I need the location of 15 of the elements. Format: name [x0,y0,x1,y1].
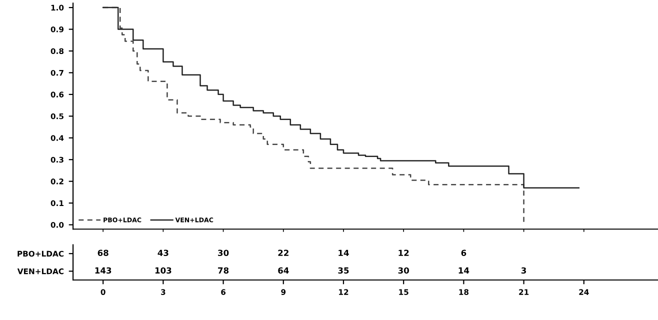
data-label: 14 [458,267,470,274]
data-label: 68 [98,250,108,256]
data-label: 30 [218,250,229,256]
data-label: 64 [278,267,289,274]
data-label: 35 [338,267,349,274]
data-label: 78 [218,267,229,274]
data-label: 22 [278,250,288,256]
data-label: 12 [398,250,409,256]
data-label: 30 [398,267,409,274]
data-label: 143 [95,267,112,274]
data-label: 3 [521,267,526,274]
data-label: 14 [338,250,349,256]
data-label: 103 [155,267,172,274]
data-label: 6 [461,250,466,256]
data-label: 43 [158,250,168,256]
